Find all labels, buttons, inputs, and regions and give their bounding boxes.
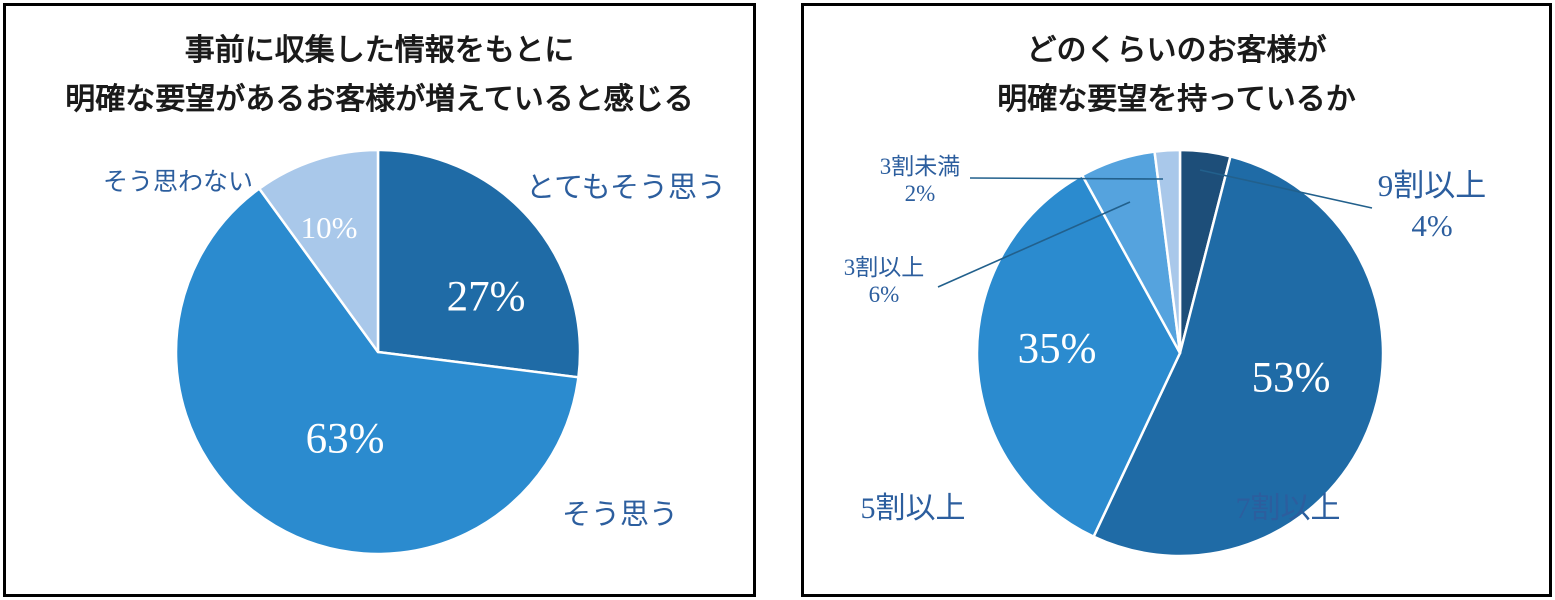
slice-label-so-omowanai: そう思わない [102, 169, 254, 196]
right-chart-area: どのくらいのお客様が 明確な要望を持っているか 9割以上 4% 3割未満 2% [804, 6, 1549, 594]
leader-line-3wari-ijo [937, 201, 1131, 288]
right-chart-panel: どのくらいのお客様が 明確な要望を持っているか 9割以上 4% 3割未満 2% [801, 3, 1552, 597]
pct-label-27: 27% [446, 273, 526, 321]
leader-line-3wari-miman [969, 177, 1164, 180]
pie-slice-そう思わない [258, 148, 380, 354]
pie-left-slices [174, 148, 582, 556]
slice-label-9wari-ijo: 9割以上 4% [1378, 166, 1487, 246]
pct-label-6: 6% [868, 282, 900, 307]
right-chart-title-line2: 明確な要望を持っているか [997, 83, 1356, 116]
pct-label-35: 35% [1017, 325, 1097, 373]
pie-slice-そう思う [174, 187, 580, 556]
left-chart-title-line2: 明確な要望があるお客様が増えていると感じる [65, 83, 694, 116]
slice-label-3wari-miman-text: 3割未満 [879, 154, 961, 179]
slice-label-9wari-ijo-text: 9割以上 [1377, 168, 1487, 203]
pct-label-53: 53% [1251, 354, 1331, 402]
right-chart-title: どのくらいのお客様が 明確な要望を持っているか [804, 26, 1549, 124]
slice-label-3wari-miman: 3割未満 2% [880, 153, 961, 207]
right-chart-title-line1: どのくらいのお客様が [1026, 34, 1327, 67]
pie-slice-とてもそう思う [376, 148, 582, 379]
left-chart-title: 事前に収集した情報をもとに 明確な要望があるお客様が増えていると感じる [6, 26, 753, 124]
left-chart-panel: 事前に収集した情報をもとに 明確な要望があるお客様が増えていると感じる とてもそ… [3, 3, 756, 597]
pct-label-2: 2% [904, 181, 936, 206]
slice-label-7wari-ijo: 7割以上 [1235, 492, 1341, 525]
pct-label-63: 63% [305, 415, 385, 463]
leader-line-9wari-ijo [1199, 169, 1373, 209]
slice-label-so-omou: そう思う [561, 499, 679, 531]
pie-slice-3割未満 [1153, 148, 1182, 355]
slice-label-totemo-so-omou: とてもそう思う [525, 172, 727, 204]
leader-lines [937, 169, 1373, 288]
pie-right-slices [975, 148, 1385, 558]
slice-label-5wari-ijo: 5割以上 [860, 492, 966, 525]
pie-slice-5割以上 [975, 173, 1182, 538]
slice-label-3wari-ijo-text: 3割以上 [843, 255, 925, 280]
pie-slice-7割以上 [1092, 155, 1385, 558]
pct-label-4: 4% [1411, 208, 1453, 243]
pct-label-10: 10% [300, 210, 358, 245]
slice-label-3wari-ijo: 3割以上 6% [844, 254, 925, 308]
pie-chart-right [937, 148, 1385, 558]
pie-chart-left [174, 148, 582, 556]
left-chart-title-line1: 事前に収集した情報をもとに [184, 34, 575, 67]
left-chart-area: 事前に収集した情報をもとに 明確な要望があるお客様が増えていると感じる とてもそ… [6, 6, 753, 594]
